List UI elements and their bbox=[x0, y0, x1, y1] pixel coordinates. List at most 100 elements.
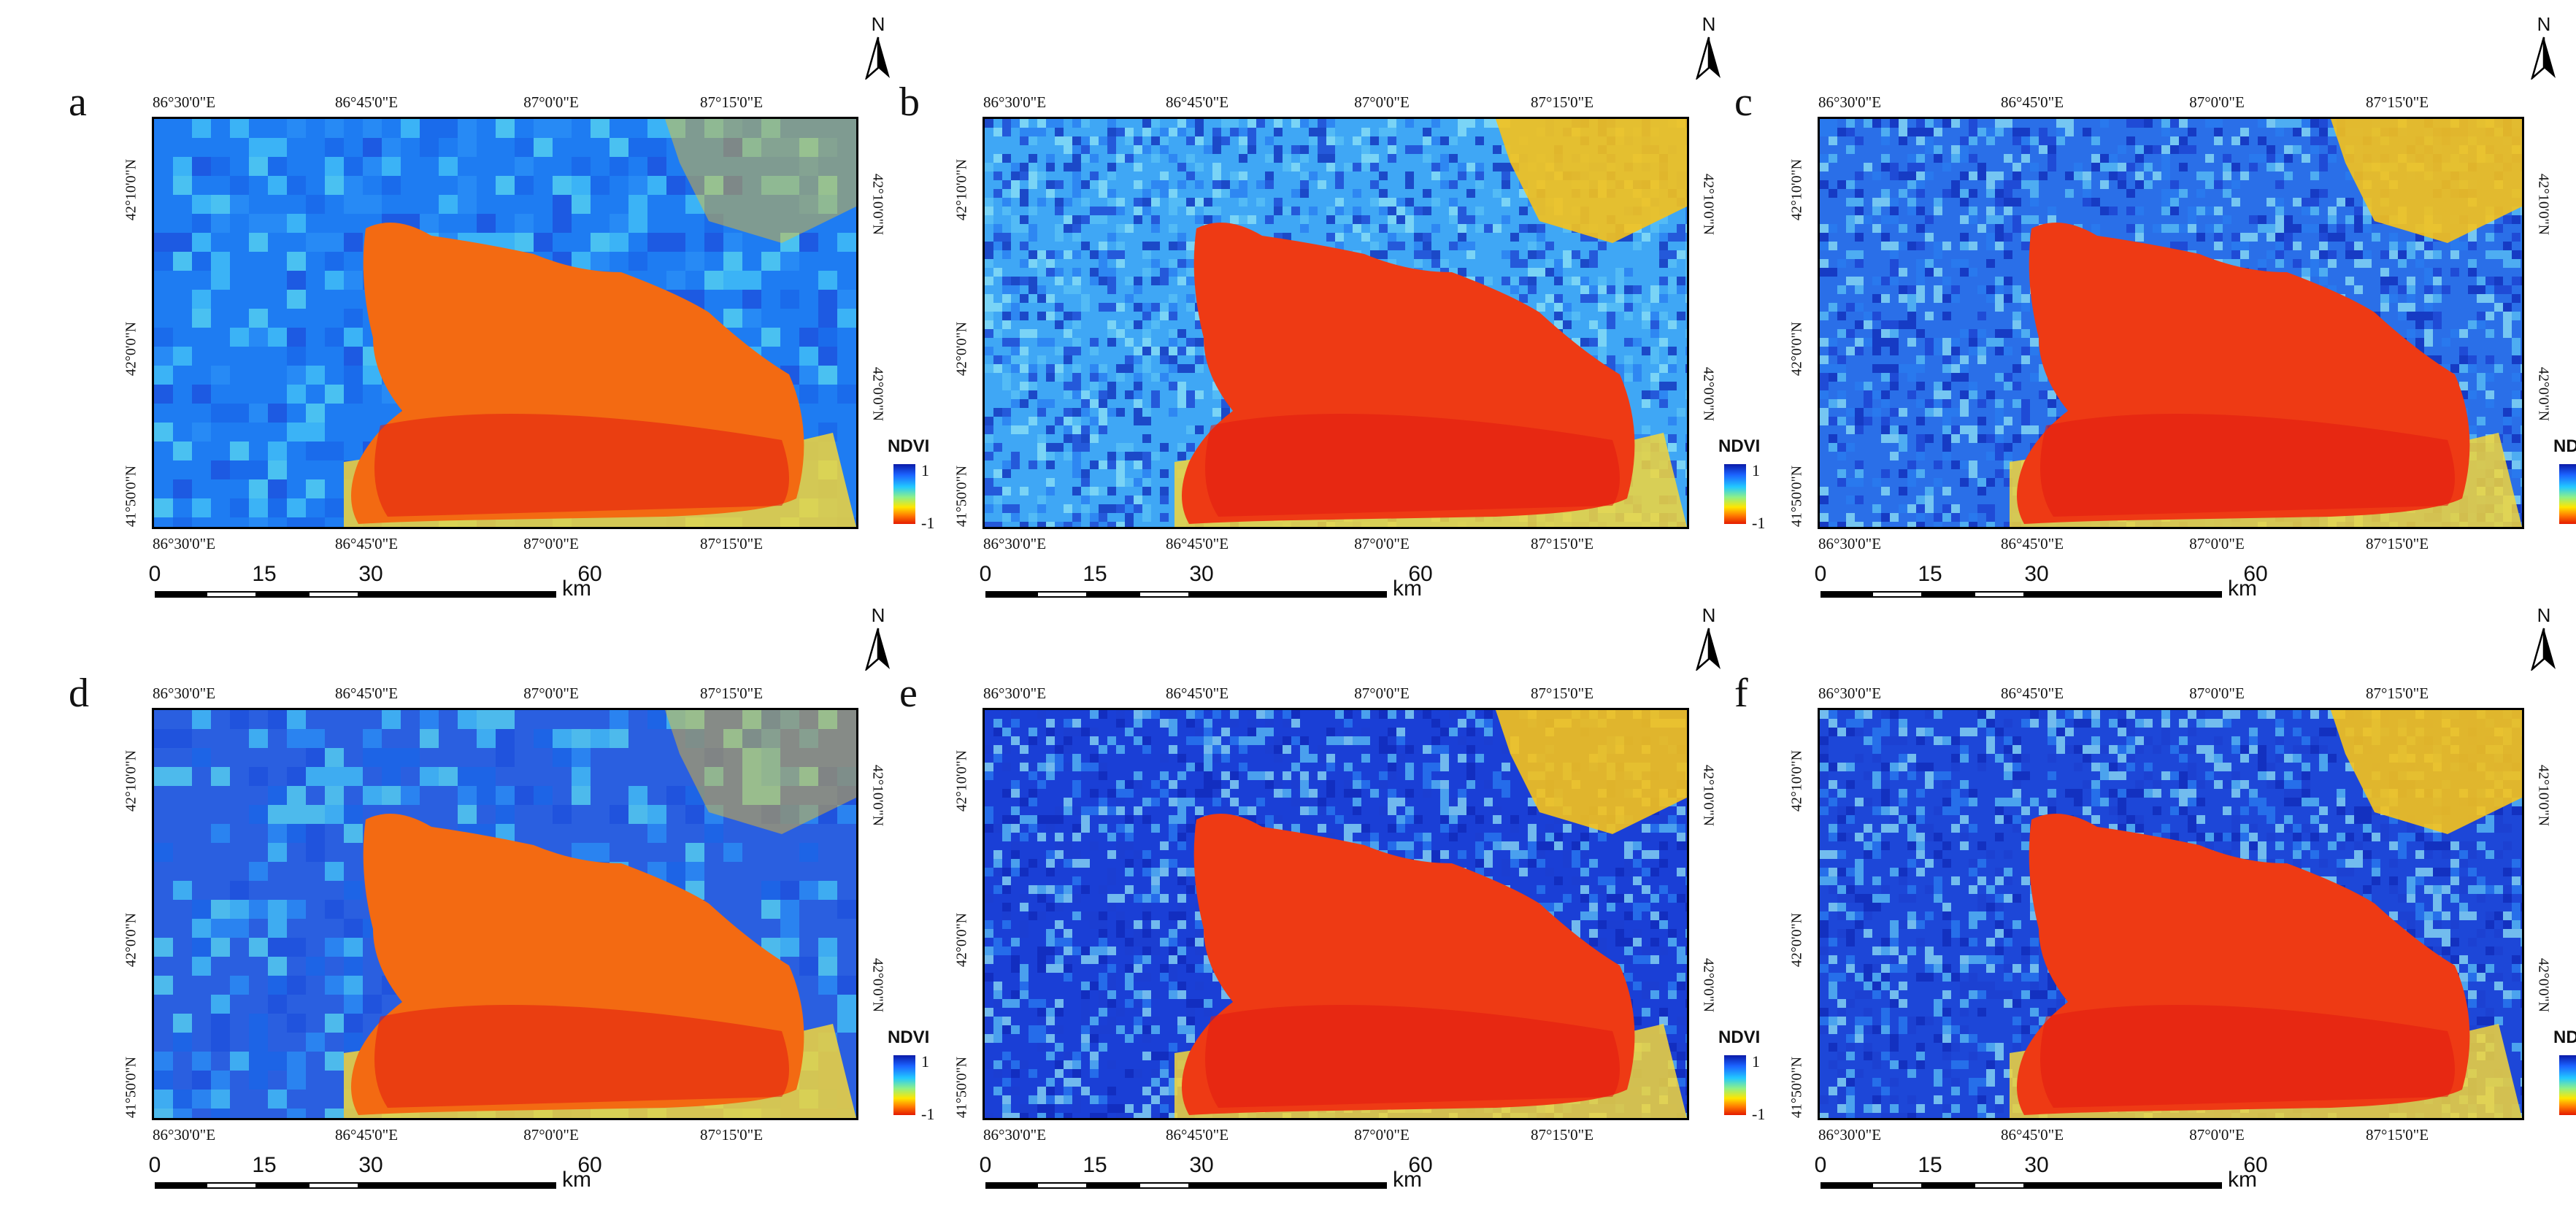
longitude-label-top: 87°0'0"E bbox=[2189, 685, 2245, 702]
scale-bar-segment bbox=[1974, 591, 2025, 598]
longitude-label-bottom: 86°30'0"E bbox=[983, 1126, 1047, 1144]
longitude-label-bottom: 87°15'0"E bbox=[1530, 1126, 1594, 1144]
latitude-label-left: 42°0'0"N bbox=[953, 321, 970, 377]
scale-unit: km bbox=[562, 577, 591, 601]
longitude-label-top: 86°30'0"E bbox=[983, 685, 1047, 702]
scale-tick-label: 0 bbox=[1814, 1153, 1827, 1177]
scale-tick-label: 30 bbox=[358, 1153, 383, 1177]
panel-letter: b bbox=[899, 80, 920, 125]
north-arrow-icon bbox=[1695, 36, 1720, 81]
latitude-label-left: 42°10'0"N bbox=[123, 749, 139, 812]
longitude-label-bottom: 87°15'0"E bbox=[2365, 1126, 2429, 1144]
scale-unit: km bbox=[2228, 577, 2257, 601]
legend-min-label: -1 bbox=[1752, 514, 1766, 532]
longitude-label-top: 86°45'0"E bbox=[334, 685, 399, 702]
longitude-label-top: 87°0'0"E bbox=[523, 93, 579, 111]
scale-unit: km bbox=[562, 1168, 591, 1192]
scale-tick-label: 30 bbox=[1189, 1153, 1214, 1177]
scale-bar-segment bbox=[1037, 591, 1088, 598]
scale-bar-segment bbox=[1923, 1182, 1974, 1189]
longitude-label-top: 87°0'0"E bbox=[1354, 93, 1410, 111]
legend-max-label: 1 bbox=[921, 461, 929, 479]
scale-unit: km bbox=[1393, 1168, 1422, 1192]
latitude-label-left: 42°10'0"N bbox=[123, 158, 139, 221]
lake-deep-zone bbox=[374, 1005, 789, 1108]
longitude-label-top: 87°15'0"E bbox=[1530, 685, 1594, 702]
panel-letter: e bbox=[899, 671, 918, 716]
scale-unit: km bbox=[2228, 1168, 2257, 1192]
ndvi-raster-map bbox=[983, 117, 1689, 529]
legend-color-ramp bbox=[1724, 464, 1746, 524]
latitude-label-left: 41°50'0"N bbox=[953, 1056, 970, 1119]
longitude-label-top: 86°45'0"E bbox=[2000, 685, 2064, 702]
longitude-label-top: 87°15'0"E bbox=[1530, 93, 1594, 111]
scale-tick-label: 60 bbox=[577, 1153, 602, 1177]
latitude-label-left: 42°10'0"N bbox=[1788, 158, 1805, 221]
scale-bar-segment bbox=[257, 1182, 308, 1189]
longitude-label-bottom: 87°15'0"E bbox=[699, 1126, 764, 1144]
north-arrow-icon bbox=[864, 36, 890, 81]
latitude-label-right: 42°10'0"N bbox=[1700, 173, 1717, 236]
legend-min-label: -1 bbox=[921, 1105, 935, 1123]
scale-tick-label: 0 bbox=[979, 562, 992, 586]
scale-bar: 0 15 30 60 km bbox=[1815, 1153, 2268, 1192]
lake-deep-zone bbox=[374, 414, 789, 517]
scale-tick-label: 60 bbox=[577, 562, 602, 586]
ndvi-raster-svg bbox=[154, 119, 856, 527]
north-arrow: N bbox=[2526, 604, 2562, 674]
ndvi-raster-map bbox=[152, 708, 858, 1120]
scale-bar-segment bbox=[1037, 1182, 1088, 1189]
legend-min-label: -1 bbox=[921, 514, 935, 532]
longitude-label-top: 87°15'0"E bbox=[2365, 93, 2429, 111]
north-arrow-icon bbox=[2530, 628, 2556, 672]
longitude-label-bottom: 86°30'0"E bbox=[152, 1126, 216, 1144]
scale-bar-segment bbox=[985, 591, 1037, 598]
longitude-label-bottom: 87°0'0"E bbox=[1354, 1126, 1410, 1144]
scale-tick-label: 30 bbox=[2024, 562, 2049, 586]
longitude-label-top: 86°45'0"E bbox=[1165, 93, 1229, 111]
latitude-label-left: 42°0'0"N bbox=[1788, 321, 1805, 377]
legend-color-ramp bbox=[893, 464, 915, 524]
scale-bar-segment bbox=[985, 1182, 1037, 1189]
north-arrow: N bbox=[860, 604, 896, 674]
scale-tick-label: 60 bbox=[1408, 562, 1433, 586]
scale-bar-segment bbox=[1088, 1182, 1139, 1189]
longitude-label-top: 86°30'0"E bbox=[152, 685, 216, 702]
lake-deep-zone bbox=[2040, 1005, 2455, 1108]
latitude-label-left: 42°0'0"N bbox=[123, 321, 139, 377]
scale-bar-segment bbox=[2025, 591, 2222, 598]
latitude-label-left: 42°10'0"N bbox=[953, 158, 970, 221]
longitude-label-top: 87°0'0"E bbox=[523, 685, 579, 702]
legend-max-label: 1 bbox=[1752, 1052, 1760, 1071]
scale-tick-label: 15 bbox=[252, 562, 277, 586]
legend-min-label: -1 bbox=[1752, 1105, 1766, 1123]
upland-sand-zone bbox=[1496, 119, 1687, 243]
scale-bar-segment bbox=[308, 591, 359, 598]
scale-bar-segment bbox=[1974, 1182, 2025, 1189]
scale-bar: 0 15 30 60 km bbox=[1815, 562, 2268, 601]
scale-tick-label: 15 bbox=[1918, 562, 1942, 586]
scale-bar-segment bbox=[1872, 591, 1923, 598]
longitude-label-bottom: 87°0'0"E bbox=[1354, 535, 1410, 552]
ndvi-raster-svg bbox=[1820, 710, 2522, 1118]
longitude-label-bottom: 87°0'0"E bbox=[523, 1126, 579, 1144]
legend-title: NDVI bbox=[1718, 1028, 1761, 1047]
latitude-label-left: 41°50'0"N bbox=[1788, 465, 1805, 528]
scale-bar-segment bbox=[1088, 591, 1139, 598]
latitude-label-left: 41°50'0"N bbox=[953, 465, 970, 528]
scale-bar-segment bbox=[359, 591, 556, 598]
latitude-label-left: 42°0'0"N bbox=[953, 912, 970, 968]
scale-tick-label: 60 bbox=[2243, 1153, 2268, 1177]
longitude-label-bottom: 86°45'0"E bbox=[2000, 1126, 2064, 1144]
scale-unit: km bbox=[1393, 577, 1422, 601]
north-arrow-icon bbox=[864, 628, 890, 672]
legend-color-ramp bbox=[2559, 464, 2576, 524]
ndvi-raster-map bbox=[1818, 708, 2524, 1120]
map-panel-f: f 86°30'0"E 86°45'0"E 87°0'0"E 87°15'0"E 86°3… bbox=[1734, 591, 2576, 1192]
scale-bar-segment bbox=[155, 1182, 206, 1189]
panel-letter: d bbox=[69, 671, 89, 716]
